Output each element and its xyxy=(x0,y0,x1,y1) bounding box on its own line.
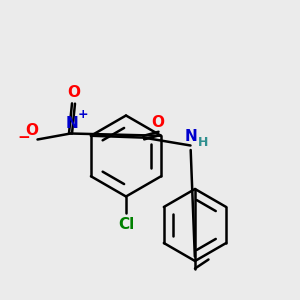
Text: +: + xyxy=(78,108,88,121)
Text: −: − xyxy=(18,130,30,145)
Text: Cl: Cl xyxy=(118,217,134,232)
Text: O: O xyxy=(67,85,80,100)
Text: O: O xyxy=(26,123,39,138)
Text: N: N xyxy=(66,116,78,131)
Text: O: O xyxy=(151,115,164,130)
Text: H: H xyxy=(198,136,208,149)
Text: N: N xyxy=(184,129,197,144)
